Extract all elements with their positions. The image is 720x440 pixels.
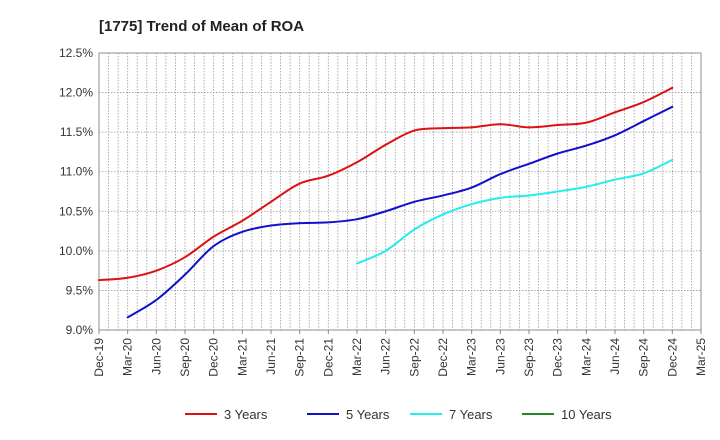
y-tick-label: 12.0% — [59, 86, 93, 100]
legend-label: 7 Years — [449, 407, 493, 422]
x-tick-label: Jun-22 — [379, 338, 393, 375]
x-tick-label: Jun-23 — [493, 338, 507, 375]
plot-area — [98, 52, 702, 331]
x-tick-label: Mar-21 — [235, 338, 249, 376]
x-tick-label: Dec-23 — [551, 338, 565, 377]
x-tick-label: Dec-20 — [207, 338, 221, 377]
x-tick-label: Dec-21 — [321, 338, 335, 377]
x-tick-label: Mar-25 — [694, 338, 708, 376]
x-tick-label: Mar-23 — [465, 338, 479, 376]
legend-item: 5 Years — [307, 407, 390, 422]
x-tick-label: Mar-22 — [350, 338, 364, 376]
legend-label: 10 Years — [561, 407, 612, 422]
x-tick-label: Dec-19 — [92, 338, 106, 377]
y-tick-label: 10.5% — [59, 204, 93, 218]
y-tick-label: 9.0% — [66, 323, 94, 337]
x-tick-label: Dec-22 — [436, 338, 450, 377]
x-tick-label: Dec-24 — [665, 338, 679, 377]
x-tick-label: Jun-21 — [264, 338, 278, 375]
x-tick-label: Jun-24 — [608, 338, 622, 375]
y-tick-label: 9.5% — [66, 283, 94, 297]
x-axis-ticks: Dec-19 Mar-20 Jun-20 Sep-20 Dec-20 Mar-21 Jun-… — [92, 330, 708, 377]
legend-item: 7 Years — [410, 407, 493, 422]
x-tick-label: Sep-24 — [637, 338, 651, 377]
gridlines — [98, 52, 702, 331]
y-tick-label: 12.5% — [59, 46, 93, 60]
series-line-3-years — [98, 86, 674, 282]
y-axis-ticks: 9.0% 9.5% 10.0% 10.5% 11.0% 11.5% 12.0% 12.5% — [59, 46, 93, 337]
legend-label: 3 Years — [224, 407, 268, 422]
x-tick-label: Sep-20 — [178, 338, 192, 377]
x-tick-label: Jun-20 — [149, 338, 163, 375]
x-tick-label: Sep-23 — [522, 338, 536, 377]
series-line-7-years — [356, 158, 674, 265]
legend: 3 Years 5 Years 7 Years 10 Years — [185, 407, 612, 422]
x-tick-label: Mar-20 — [121, 338, 135, 376]
x-tick-label: Sep-21 — [293, 338, 307, 377]
legend-item: 10 Years — [522, 407, 612, 422]
series-line-5-years — [126, 105, 674, 319]
legend-item: 3 Years — [185, 407, 268, 422]
series-lines — [98, 86, 674, 319]
legend-label: 5 Years — [346, 407, 390, 422]
y-tick-label: 10.0% — [59, 244, 93, 258]
chart-title: [1775] Trend of Mean of ROA — [99, 18, 304, 35]
x-tick-label: Mar-24 — [579, 338, 593, 376]
y-tick-label: 11.5% — [60, 125, 93, 139]
x-tick-label: Sep-22 — [407, 338, 421, 377]
y-tick-label: 11.0% — [60, 165, 93, 179]
